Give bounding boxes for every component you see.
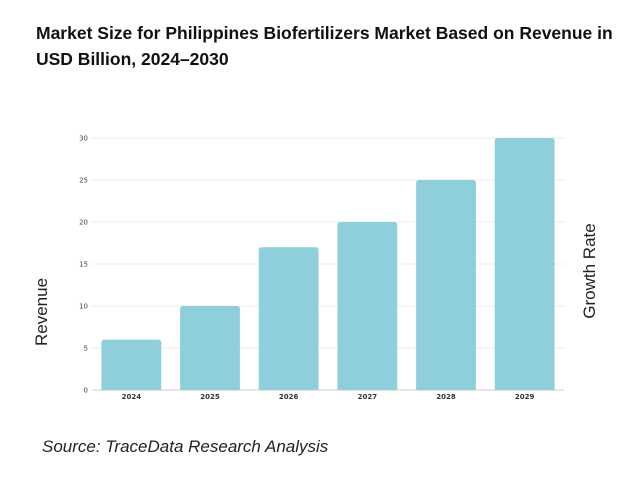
- source-note: Source: TraceData Research Analysis: [42, 437, 329, 456]
- y-tick-label: 5: [84, 345, 88, 353]
- y-tick-label: 15: [79, 261, 88, 269]
- bar-2029: [494, 138, 555, 390]
- bar-2028: [416, 180, 476, 390]
- x-tick-label: 2027: [358, 393, 378, 401]
- x-tick-label: 2024: [122, 393, 142, 401]
- bar-2026: [258, 247, 319, 390]
- x-tick-label: 2025: [200, 393, 220, 401]
- y-tick-label: 0: [84, 387, 88, 395]
- bar-2027: [337, 222, 398, 390]
- y-tick-label: 10: [79, 303, 88, 311]
- y-tick-label: 30: [79, 135, 88, 143]
- x-tick-label: 2029: [515, 393, 535, 401]
- bar-2024: [101, 339, 162, 390]
- y-tick-label: 25: [79, 177, 88, 185]
- bar-2025: [180, 306, 240, 390]
- x-tick-label: 2028: [436, 393, 456, 401]
- y-tick-label: 20: [79, 219, 88, 227]
- x-tick-label: 2026: [279, 393, 299, 401]
- chart-title: Market Size for Philippines Biofertilize…: [36, 23, 613, 69]
